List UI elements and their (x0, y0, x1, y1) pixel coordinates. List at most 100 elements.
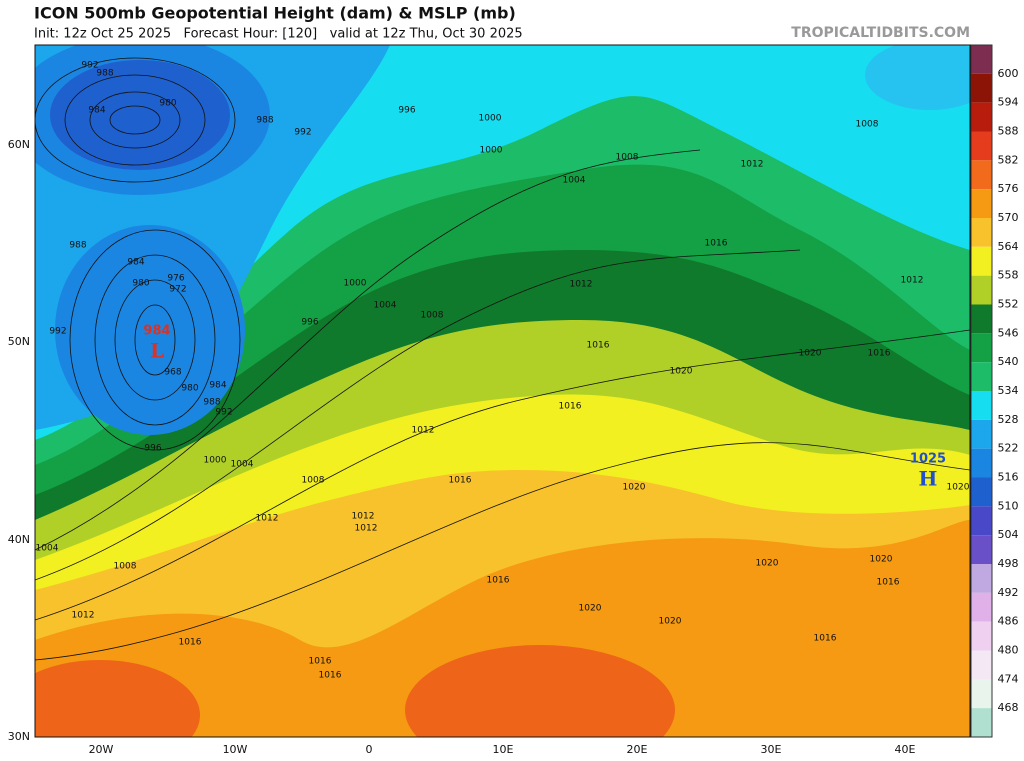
subtitle: Init: 12z Oct 25 2025 Forecast Hour: [12… (34, 27, 523, 42)
isobar-label: 1012 (570, 280, 593, 290)
isobar-label: 1016 (487, 576, 510, 586)
isobar-label: 1016 (449, 476, 472, 486)
colorbar-label: 468 (998, 701, 1019, 714)
isobar-label: 980 (132, 279, 149, 289)
title: ICON 500mb Geopotential Height (dam) & M… (34, 4, 516, 23)
colorbar-box (971, 564, 992, 593)
isobar-label: 1016 (877, 578, 900, 588)
colorbar-box (971, 506, 992, 536)
isobar-label: 1008 (856, 120, 879, 130)
isobar-label: 1016 (705, 239, 728, 249)
isobar-label: 1020 (799, 349, 822, 359)
colorbar-box (971, 362, 992, 391)
colorbar-label: 576 (998, 182, 1019, 195)
lat-label: 30N (8, 730, 30, 743)
isobar-label: 996 (398, 106, 415, 116)
colorbar-label: 510 (998, 499, 1019, 512)
lat-label: 50N (8, 335, 30, 348)
colorbar-box (971, 391, 992, 420)
isobar-label: 1008 (302, 476, 325, 486)
isobar-label: 1020 (947, 483, 970, 493)
isobar-label: 988 (256, 116, 273, 126)
colorbar-label: 516 (998, 471, 1019, 484)
high-symbol: H (919, 467, 938, 491)
isobar-label: 988 (96, 69, 113, 79)
high-value: 1025 (910, 452, 946, 467)
colorbar-label: 504 (998, 528, 1019, 541)
isobar-label: 992 (215, 408, 232, 418)
isobar-label: 1004 (374, 301, 397, 311)
colorbar-frame (970, 44, 993, 738)
isobar-label: 1012 (256, 514, 279, 524)
isobar-label: 996 (301, 318, 318, 328)
band (865, 45, 970, 110)
isobar-label: 988 (69, 241, 86, 251)
colorbar-label: 546 (998, 326, 1019, 339)
isobar-label: 988 (203, 398, 220, 408)
isobar-label: 1004 (563, 176, 586, 186)
isobar-label: 984 (127, 258, 144, 268)
colorbar-box (971, 477, 992, 507)
isobar-label: 1020 (870, 555, 893, 565)
colorbar-box (971, 275, 992, 305)
isobar-label: 1016 (179, 638, 202, 648)
isobar-label: 1012 (412, 426, 435, 436)
colorbar-box (971, 189, 992, 218)
band (35, 660, 200, 737)
isobar-label: 992 (294, 128, 311, 138)
lat-label: 60N (8, 138, 30, 151)
colorbar-box (971, 218, 992, 247)
isobar-label: 992 (49, 327, 66, 337)
colorbar-label: 588 (998, 125, 1019, 138)
colorbar-box (971, 708, 992, 737)
colorbar-box (971, 160, 992, 190)
colorbar-box (971, 535, 992, 564)
colorbar-label: 552 (998, 298, 1019, 311)
colorbar-label: 480 (998, 644, 1019, 657)
isobar-label: 972 (169, 285, 186, 295)
isobar-label: 1016 (559, 402, 582, 412)
isobar-label: 980 (159, 99, 176, 109)
colorbar-box (971, 304, 992, 334)
colorbar-label: 594 (998, 96, 1019, 109)
isobar-label: 1000 (204, 456, 227, 466)
isobar-label: 992 (81, 61, 98, 71)
map (35, 45, 970, 737)
isobar-label: 1020 (756, 559, 779, 569)
colorbar-box (971, 621, 992, 651)
isobar-labels: 9929889849809889929961000100010081012100… (36, 61, 970, 681)
isobar-label: 1004 (231, 460, 254, 470)
colorbar-box (971, 650, 992, 680)
colorbar-label: 564 (998, 240, 1019, 253)
lon-label: 40E (895, 743, 916, 756)
lat-label: 40N (8, 533, 30, 546)
colorbar-label: 498 (998, 557, 1019, 570)
isobar-label: 1016 (814, 634, 837, 644)
isobar-label: 1016 (868, 349, 891, 359)
lon-label: 10W (223, 743, 248, 756)
isobar-label: 1020 (659, 617, 682, 627)
colorbar-label: 522 (998, 442, 1019, 455)
isobar-label: 1000 (344, 279, 367, 289)
colorbar-label: 540 (998, 355, 1019, 368)
isobar-label: 968 (164, 368, 181, 378)
low-symbol: L (150, 339, 164, 363)
isobar-label: 1008 (114, 562, 137, 572)
isobar-label: 1012 (901, 276, 924, 286)
isobar-label: 1012 (355, 524, 378, 534)
isobar-label: 1004 (36, 544, 59, 554)
isobar-label: 1008 (616, 153, 639, 163)
colorbar-label: 486 (998, 615, 1019, 628)
isobar-label: 1012 (741, 160, 764, 170)
map-frame (34, 44, 971, 738)
isobar-label: 1008 (421, 311, 444, 321)
colorbar-label: 528 (998, 413, 1019, 426)
colorbar-box (971, 592, 992, 622)
lon-label: 30E (761, 743, 782, 756)
lon-label: 20E (627, 743, 648, 756)
lon-label: 0 (366, 743, 373, 756)
isobar-label: 976 (167, 274, 184, 284)
colorbar-box (971, 333, 992, 363)
isobar-label: 1000 (480, 146, 503, 156)
colorbar-label: 582 (998, 153, 1019, 166)
